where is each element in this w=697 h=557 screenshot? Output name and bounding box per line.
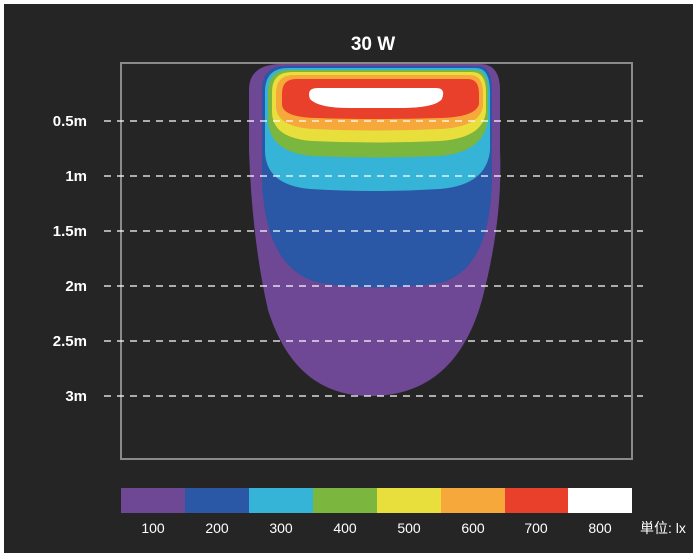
legend-label: 400 — [333, 520, 357, 536]
y-axis-labels: 0.5m 1m 1.5m 2m 2.5m 3m — [53, 113, 87, 405]
legend-label: 100 — [141, 520, 165, 536]
legend-swatch-100 — [121, 488, 185, 513]
legend-label: 500 — [397, 520, 421, 536]
legend: 100 200 300 400 500 600 700 800 単位: lx — [121, 488, 686, 536]
chart-title: 30 W — [351, 34, 395, 55]
contour-800 — [309, 88, 444, 108]
legend-swatch-400 — [313, 488, 377, 513]
legend-swatch-800 — [568, 488, 632, 513]
legend-swatch-700 — [505, 488, 568, 513]
y-tick-label: 1.5m — [53, 223, 87, 240]
legend-label: 700 — [524, 520, 548, 536]
y-tick-label: 2.5m — [53, 333, 87, 350]
legend-swatch-600 — [441, 488, 505, 513]
y-tick-label: 0.5m — [53, 113, 87, 130]
y-tick-label: 1m — [65, 168, 87, 185]
unit-label: 単位: lx — [640, 520, 686, 536]
plot-frame — [120, 62, 633, 460]
y-tick-label: 2m — [65, 278, 87, 295]
y-tick-label: 3m — [65, 388, 87, 405]
legend-label: 600 — [461, 520, 485, 536]
legend-swatch-500 — [377, 488, 441, 513]
legend-label: 200 — [205, 520, 229, 536]
legend-swatch-200 — [185, 488, 249, 513]
legend-label: 300 — [269, 520, 293, 536]
legend-swatch-300 — [249, 488, 313, 513]
legend-label: 800 — [588, 520, 612, 536]
